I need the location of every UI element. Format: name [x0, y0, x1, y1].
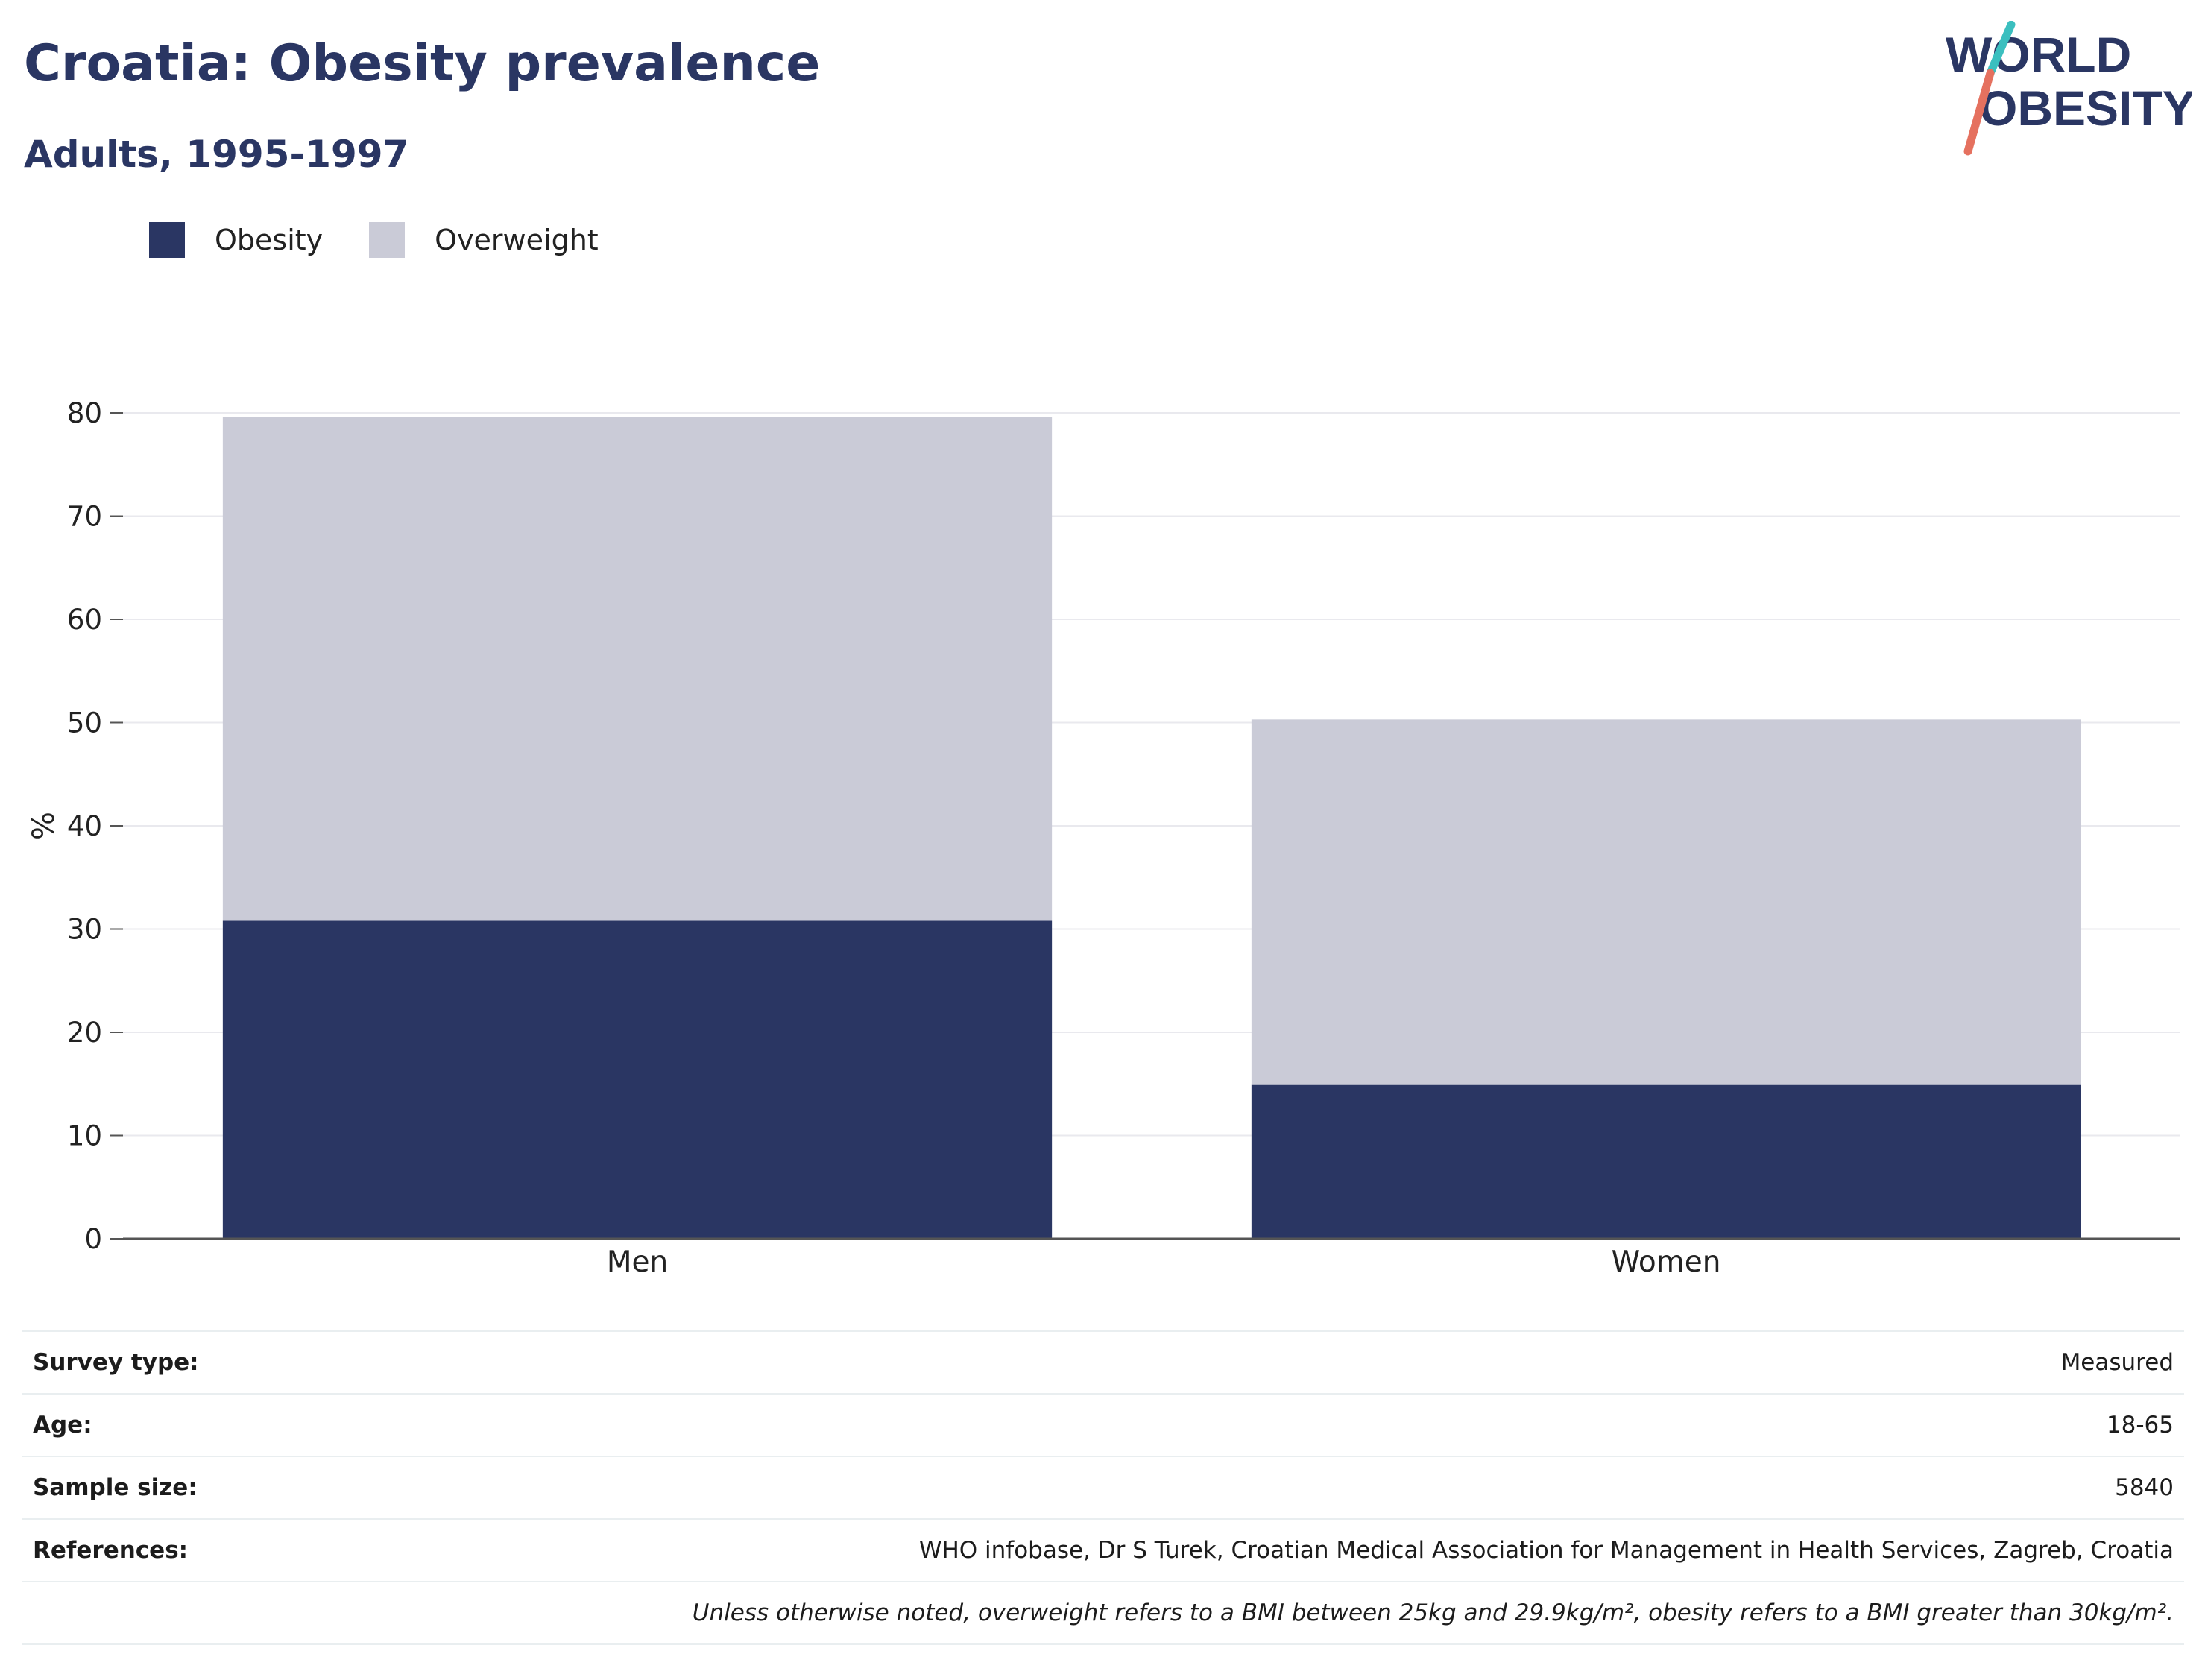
y-tick-label: 0	[84, 1223, 102, 1255]
y-tick-label: 10	[67, 1120, 102, 1152]
legend-item-obesity[interactable]: Obesity	[149, 222, 323, 258]
info-row-survey-type: Survey type: Measured	[22, 1330, 2184, 1395]
x-tick-label: Women	[1612, 1245, 1721, 1279]
logo-slash-bottom	[1963, 69, 1995, 156]
legend-label-overweight: Overweight	[435, 224, 599, 256]
bar-overweight-women	[1251, 719, 2081, 1085]
bar-obesity-women	[1251, 1084, 2081, 1239]
bmi-definition-note: Unless otherwise noted, overweight refer…	[22, 1582, 2184, 1645]
page-subtitle: Adults, 1995-1997	[24, 133, 409, 176]
info-value: WHO infobase, Dr S Turek, Croatian Medic…	[298, 1519, 2184, 1582]
legend-label-obesity: Obesity	[215, 224, 324, 256]
info-key: References:	[22, 1519, 299, 1582]
legend-item-overweight[interactable]: Overweight	[369, 222, 599, 258]
y-tick-label: 80	[67, 397, 102, 429]
world-obesity-logo: WORLD OBESITY	[1946, 21, 2192, 156]
info-key: Age:	[22, 1394, 299, 1457]
info-key: Survey type:	[22, 1330, 299, 1395]
bar-chart: 0 10 20 30 40 50 60 70 80% Men Women	[27, 397, 2180, 1279]
y-tick-label: 50	[67, 707, 102, 739]
legend-swatch-overweight	[369, 222, 406, 258]
y-tick-label: 30	[67, 914, 102, 946]
y-axis-label: %	[27, 812, 61, 840]
info-value: 5840	[298, 1456, 2184, 1520]
y-tick-label: 70	[67, 501, 102, 533]
chart-legend: Obesity Overweight	[149, 222, 645, 258]
info-value: 18-65	[298, 1394, 2184, 1457]
legend-swatch-obesity	[149, 222, 185, 258]
survey-info-table: Survey type: Measured Age: 18-65 Sample …	[22, 1330, 2184, 1645]
info-key: Sample size:	[22, 1456, 299, 1520]
bar-overweight-men	[222, 417, 1053, 921]
logo-word-2: OBESITY	[1979, 80, 2192, 136]
info-row-sample-size: Sample size: 5840	[22, 1456, 2184, 1520]
y-tick-label: 60	[67, 604, 102, 636]
logo-slash-top	[1986, 21, 2016, 78]
x-tick-label: Men	[607, 1245, 668, 1279]
info-row-note: Unless otherwise noted, overweight refer…	[22, 1582, 2184, 1645]
y-tick-label: 40	[67, 810, 102, 842]
page-title: Croatia: Obesity prevalence	[24, 34, 821, 93]
info-value: Measured	[298, 1330, 2184, 1395]
y-tick-label: 20	[67, 1017, 102, 1049]
info-row-references: References: WHO infobase, Dr S Turek, Cr…	[22, 1519, 2184, 1582]
bar-obesity-men	[222, 920, 1053, 1239]
info-row-age: Age: 18-65	[22, 1394, 2184, 1457]
logo-word-1: WORLD	[1946, 27, 2131, 82]
